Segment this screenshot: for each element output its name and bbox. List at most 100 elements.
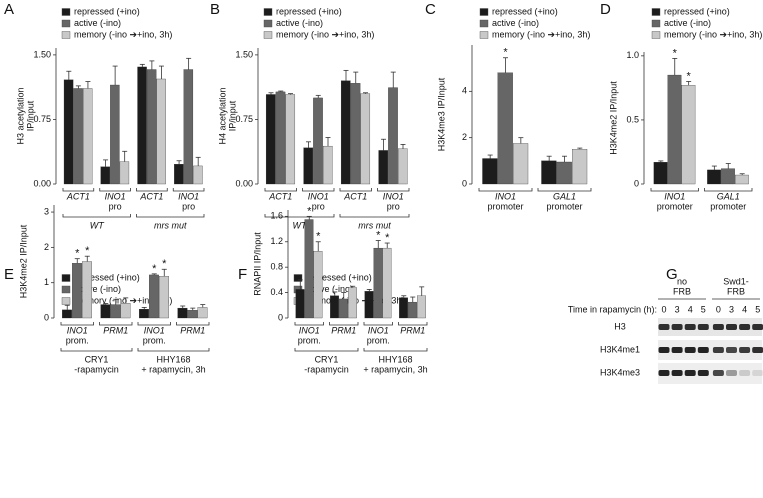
blot-time: 0 [661,304,666,314]
legend-swatch [263,31,273,39]
blot-time: 4 [742,304,747,314]
legend-swatch [651,19,661,28]
blot-band [697,324,709,330]
legend-label: repressed (+ino) [306,272,372,282]
y-tick-label: 1.50 [235,49,253,59]
category-bracket [302,188,335,192]
bar [313,251,323,319]
bar [137,66,147,185]
category-bracket [264,188,297,192]
category-bracket [99,188,131,192]
y-tick-label: 1 [44,277,49,287]
error-bar [176,160,182,165]
significance-mark: * [687,70,692,82]
bar [275,91,286,185]
error-bar [113,298,119,305]
bar [340,80,351,185]
bar [73,88,83,185]
bar [149,274,159,319]
error-bar [278,90,284,92]
error-bar [562,155,567,162]
y-tick-label: 1.2 [270,236,283,246]
category-bracket [60,322,94,326]
bar [707,169,721,185]
group-label: + rapamycin, 3h [141,364,205,374]
error-bar [375,240,381,249]
bar [350,83,361,185]
legend-swatch [61,31,71,39]
legend-label: active (-ino) [74,18,121,28]
y-axis-label: H3 acetylation [15,87,25,144]
blot-strip [658,318,762,336]
category-bracket [62,188,95,192]
x-tick-label: PRM1 [180,325,205,335]
group-bracket [137,348,210,352]
category-bracket [294,322,324,326]
blot-time: 5 [701,304,706,314]
legend-swatch [651,8,661,16]
blot-band [752,370,763,376]
significance-mark: * [503,47,508,59]
significance-mark: * [162,258,167,270]
bar [156,78,166,185]
category-bracket [339,188,372,192]
y-tick-label: 0 [462,178,467,188]
category-bracket [176,322,210,326]
blot-band [712,370,724,376]
error-bar [84,255,90,262]
bar [139,309,149,319]
error-bar [74,258,80,264]
blot-band [726,370,737,376]
category-bracket [478,188,533,192]
error-bar [503,57,508,73]
panel-label: B [210,1,220,18]
bar [497,72,513,185]
error-bar [686,81,692,86]
error-bar [122,150,128,162]
error-bar [353,71,359,84]
blot-band [752,324,763,330]
x-tick-label: prom. [367,335,390,345]
panel-label: F [238,266,247,283]
blot-group-label: FRB [673,286,691,296]
bar [120,303,131,319]
y-tick-label: 0.4 [270,287,283,297]
legend-swatch [61,8,71,16]
category-bracket [172,188,205,192]
blot-time: 3 [729,304,734,314]
blot-band [684,347,696,353]
group-bracket [264,214,335,218]
error-bar [390,71,396,88]
error-bar [66,70,72,80]
bar [397,148,408,185]
error-bar [103,159,109,167]
panel-label: D [600,1,611,18]
blot-strip [658,340,762,360]
error-bar [487,154,493,159]
error-bar [161,268,167,277]
x-tick-label: INO1 [178,191,199,201]
error-bar [85,81,91,89]
category-bracket [650,188,699,192]
x-tick-label: INO1 [308,191,329,201]
blot-row-label: H3K4me3 [600,367,640,377]
legend-label: active (-ino) [74,284,121,294]
x-tick-label: GAL1 [553,191,576,201]
bar [653,162,668,185]
bar [193,165,203,185]
x-tick-label: pro [182,201,195,211]
error-bar [658,160,664,163]
significance-mark: * [85,245,90,257]
error-bar [350,285,356,288]
y-tick-label: 0.75 [33,114,51,124]
y-tick-label: 1.0 [626,50,639,60]
error-bar [195,156,201,166]
error-bar [332,291,338,296]
legend-swatch [61,285,71,294]
error-bar [123,297,129,304]
blot-time: 0 [716,304,721,314]
error-bar [400,144,406,149]
legend-label: active (-ino) [276,18,323,28]
category-bracket [363,322,393,326]
